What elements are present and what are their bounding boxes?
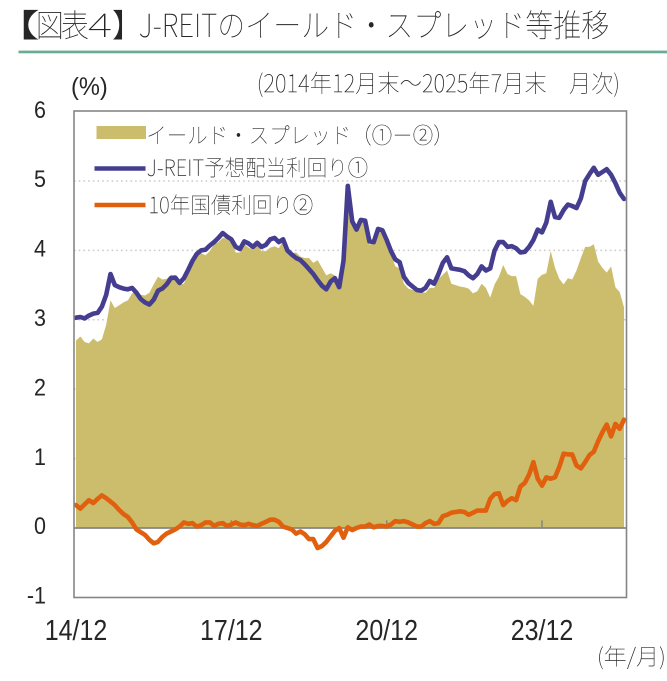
- svg-text:3: 3: [34, 304, 46, 331]
- svg-text:4: 4: [34, 234, 46, 261]
- svg-text:14/12: 14/12: [45, 614, 108, 646]
- svg-text:6: 6: [34, 96, 46, 123]
- svg-text:1: 1: [34, 443, 46, 470]
- svg-text:23/12: 23/12: [511, 614, 574, 646]
- svg-text:(%): (%): [71, 73, 108, 101]
- svg-text:20/12: 20/12: [355, 614, 418, 646]
- svg-text:17/12: 17/12: [200, 614, 263, 646]
- svg-text:5: 5: [34, 165, 46, 192]
- svg-text:-1: -1: [27, 581, 46, 608]
- svg-text:2: 2: [34, 373, 46, 400]
- svg-text:0: 0: [34, 512, 46, 539]
